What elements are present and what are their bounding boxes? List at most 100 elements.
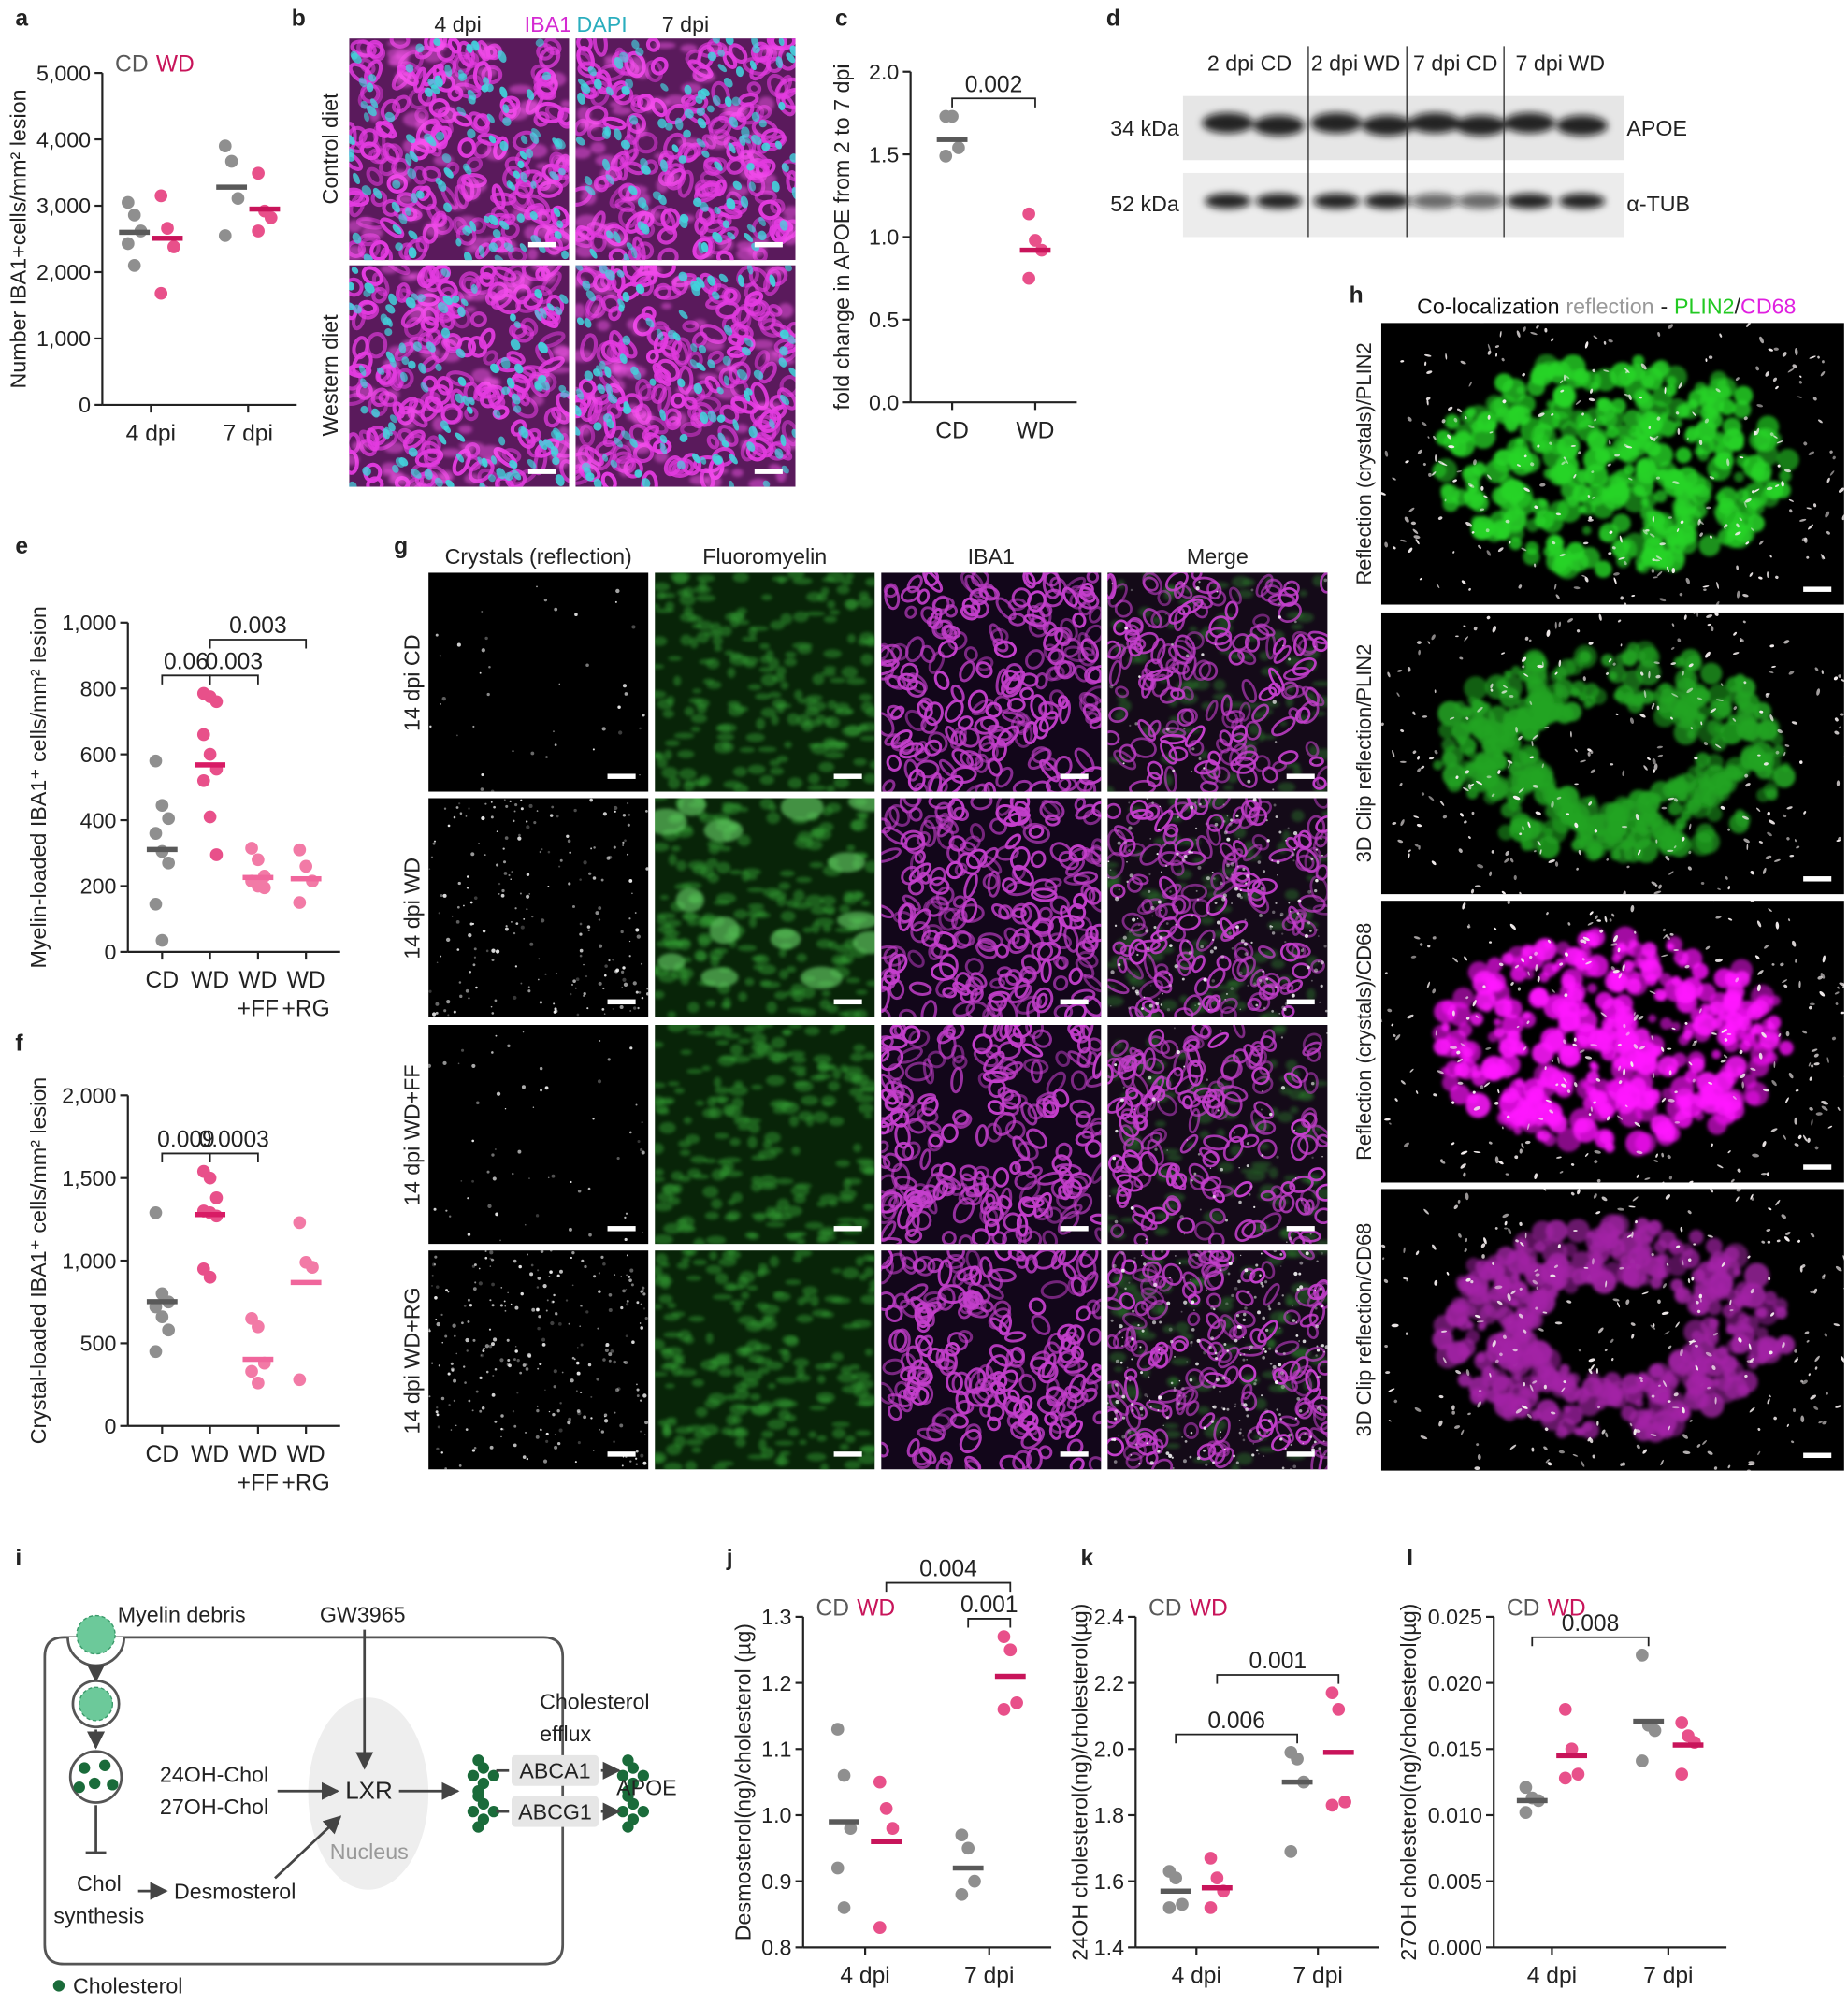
texture-blob (686, 920, 699, 927)
texture-speck (639, 727, 642, 730)
texture-speck (576, 1013, 580, 1017)
texture-blob (759, 979, 772, 987)
texture-speck (643, 1434, 646, 1436)
texture-speck (533, 821, 537, 825)
texture-fiber (881, 1174, 898, 1195)
texture-blob (655, 690, 667, 699)
texture-fiber (1082, 703, 1102, 723)
micrograph (1107, 1250, 1328, 1470)
texture-fiber (973, 1047, 999, 1068)
texture-fiber (1162, 883, 1182, 899)
micrograph-bg (428, 1250, 649, 1470)
texture-fiber (779, 375, 796, 397)
texture-fiber (1125, 619, 1144, 636)
texture-fiber (1209, 1208, 1226, 1225)
texture-nucleus (441, 153, 452, 164)
texture-speck (500, 1414, 504, 1418)
texture-fiber (1086, 1071, 1102, 1088)
texture-blob (799, 1439, 807, 1445)
texture-blob (776, 1198, 790, 1211)
texture-fiber (1158, 902, 1179, 921)
texture-fiber (918, 871, 931, 885)
texture-nucleus (369, 98, 379, 108)
texture-nucleus (498, 50, 507, 63)
texture-fiber (974, 753, 989, 773)
texture-speck (1181, 858, 1186, 862)
texture-speck (1224, 998, 1226, 1001)
texture-nucleus (464, 225, 473, 234)
texture-nucleus (605, 174, 615, 185)
texture-blob (1201, 874, 1220, 883)
texture-speck (494, 1147, 497, 1150)
texture-fiber (1249, 992, 1271, 1012)
texture-speck (470, 852, 475, 857)
texture-speck (574, 987, 577, 989)
texture-blob (674, 1426, 694, 1435)
texture-speck (1197, 865, 1202, 870)
texture-nucleus (575, 265, 584, 271)
texture-nucleus (640, 157, 648, 168)
texture-speck (598, 906, 602, 910)
texture-speck (1290, 910, 1292, 913)
texture-speck (435, 1410, 439, 1414)
texture-speck (532, 1106, 535, 1108)
texture-speck (621, 1464, 624, 1467)
texture-nucleus (630, 366, 639, 376)
texture-blob (655, 582, 671, 592)
blot-band (1408, 112, 1461, 134)
texture-fiber (887, 1404, 902, 1421)
texture-speck (1285, 839, 1287, 842)
texture-fiber (907, 768, 926, 792)
texture-speck (583, 963, 585, 966)
panel-label: g (394, 534, 408, 559)
texture-speck (567, 839, 571, 844)
texture-speck (572, 979, 576, 983)
texture-nucleus (641, 202, 649, 211)
texture-blob (464, 306, 476, 313)
texture-fiber (539, 46, 561, 69)
texture-fiber (1081, 1387, 1098, 1403)
texture-speck (1225, 992, 1229, 995)
texture-fiber (935, 1348, 950, 1370)
texture-blob (659, 894, 670, 901)
texture-fiber (900, 829, 926, 851)
texture-nucleus (408, 230, 418, 240)
texture-fiber (1004, 880, 1033, 897)
texture-fiber (944, 1353, 959, 1375)
texture-speck (1238, 971, 1243, 976)
texture-nucleus (513, 170, 521, 179)
texture-blob (791, 1146, 801, 1156)
texture-fiber (987, 1268, 1003, 1291)
texture-nucleus (386, 318, 393, 327)
texture-nucleus (364, 282, 375, 294)
texture-blob (1169, 1377, 1180, 1386)
texture-blob (727, 1210, 742, 1220)
texture-fiber (1041, 1353, 1057, 1378)
texture-fiber (1058, 1165, 1075, 1189)
texture-blob (739, 746, 756, 753)
texture-fiber (1205, 700, 1219, 722)
texture-speck (1310, 979, 1313, 982)
blot-band (1504, 112, 1555, 134)
texture-speck (616, 1387, 621, 1391)
texture-fiber (1178, 939, 1194, 961)
texture-speck (516, 1392, 519, 1394)
texture-fiber (1065, 1324, 1085, 1345)
texture-speck (512, 750, 514, 753)
texture-speck (435, 1002, 440, 1006)
texture-nucleus (693, 197, 702, 208)
texture-speck (596, 1378, 600, 1381)
texture-nucleus (587, 65, 597, 77)
texture-blob (657, 1108, 670, 1115)
texture-fiber (898, 903, 914, 932)
texture-speck (521, 1085, 526, 1089)
texture-speck (615, 1388, 619, 1392)
texture-nucleus (549, 171, 559, 180)
texture-blob (683, 1117, 692, 1124)
texture-fiber (1240, 1391, 1258, 1411)
texture-nucleus (464, 252, 472, 261)
texture-fiber (1165, 720, 1179, 734)
texture-speck (445, 1209, 448, 1212)
texture-blob (1118, 1282, 1138, 1290)
texture-speck (443, 807, 447, 810)
